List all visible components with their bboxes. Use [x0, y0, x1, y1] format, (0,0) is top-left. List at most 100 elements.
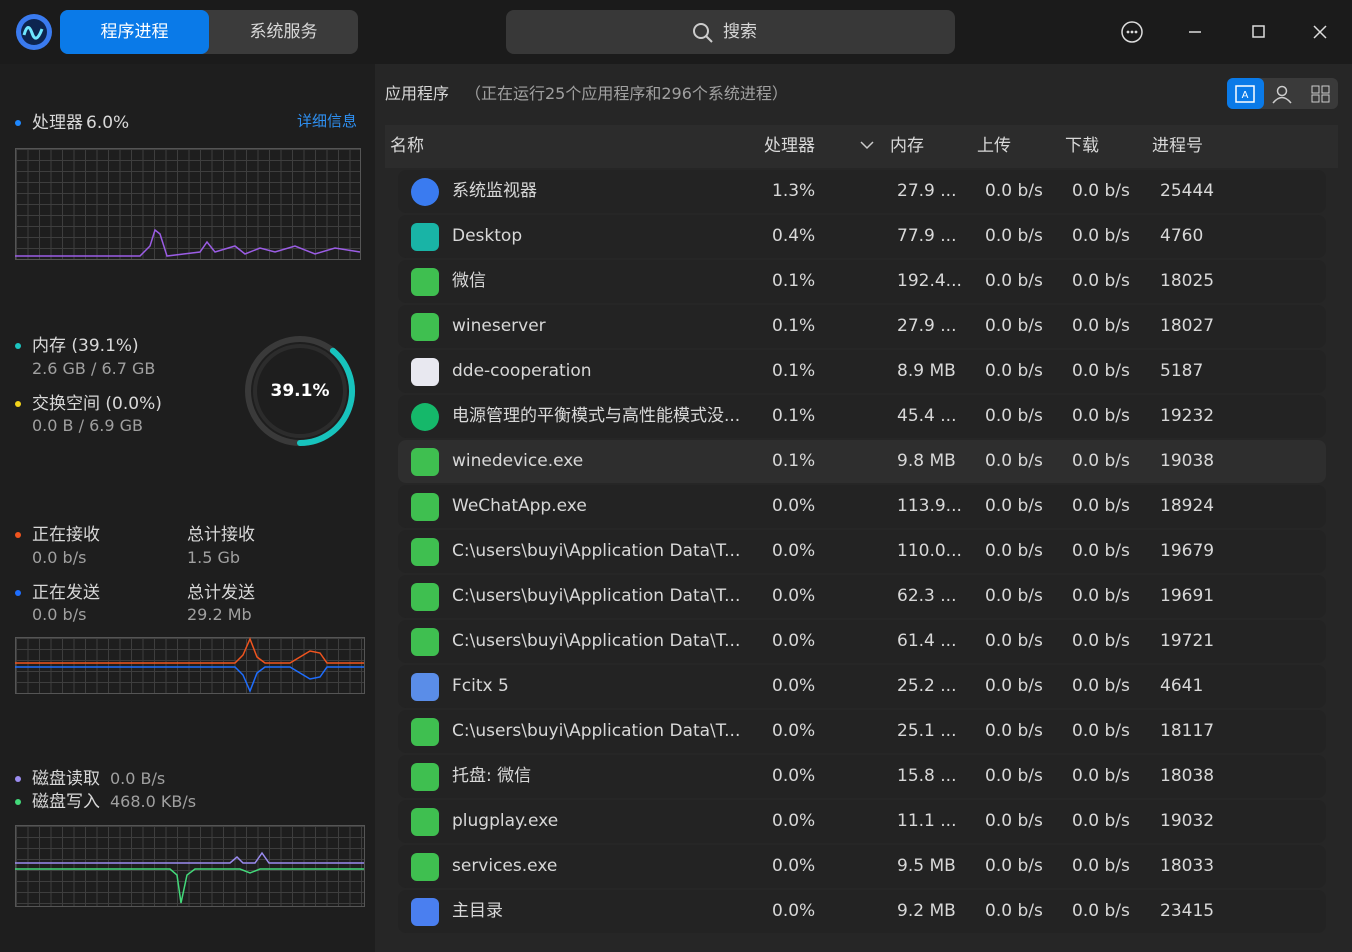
cell: 8.9 MB: [897, 361, 956, 381]
cpu-graph: [15, 148, 361, 260]
sort-arrow[interactable]: [860, 140, 874, 150]
table-row[interactable]: [398, 620, 1326, 663]
section-subtitle: （正在运行25个应用程序和296个系统进程）: [465, 84, 788, 103]
table-row[interactable]: [398, 530, 1326, 573]
send-value: 0.0 b/s: [32, 605, 87, 624]
cell: 0.1%: [772, 271, 816, 291]
cell: 0.0%: [772, 541, 816, 561]
cell: 0.0%: [772, 856, 816, 876]
table-row[interactable]: [398, 665, 1326, 708]
cell: 0.0 b/s: [1072, 766, 1130, 786]
cell: 0.0 b/s: [985, 721, 1043, 741]
table-row[interactable]: [398, 440, 1326, 483]
table-row[interactable]: [398, 800, 1326, 843]
cell: 0.0 b/s: [985, 811, 1043, 831]
legend-dot: [15, 532, 21, 538]
cell: 0.0 b/s: [1072, 721, 1130, 741]
cell: 5187: [1160, 361, 1204, 381]
table-row[interactable]: [398, 305, 1326, 348]
process-name: plugplay.exe: [452, 811, 559, 831]
process-name: 托盘: 微信: [452, 766, 532, 786]
cell: 0.0 b/s: [1072, 901, 1130, 921]
cell: 0.0%: [772, 496, 816, 516]
total-recv-value: 1.5 Gb: [187, 548, 241, 567]
process-name: C:\users\buyi\Application Data\T...: [452, 541, 741, 561]
network-graph: [15, 637, 365, 694]
table-row[interactable]: [398, 485, 1326, 528]
cell: 61.4 ...: [897, 631, 957, 651]
column-header[interactable]: 内存: [890, 136, 924, 156]
table-row[interactable]: [398, 890, 1326, 933]
cell: 0.1%: [772, 361, 816, 381]
cell: 27.9 ...: [897, 181, 957, 201]
table-row[interactable]: [398, 710, 1326, 753]
search-icon: [693, 23, 713, 43]
gauge-label: 39.1%: [270, 381, 330, 401]
app-icon: [411, 673, 439, 701]
tab[interactable]: 系统服务: [249, 22, 318, 42]
details-link[interactable]: 详细信息: [297, 112, 358, 130]
cell: 19679: [1160, 541, 1215, 561]
legend-dot: [15, 776, 21, 782]
process-name: 微信: [452, 271, 486, 291]
swap-label: 交换空间 (0.0%): [32, 394, 162, 414]
cell: 0.0 b/s: [985, 856, 1043, 876]
column-header[interactable]: 处理器: [764, 136, 815, 156]
app-icon: [411, 808, 439, 836]
cell: 0.0 b/s: [1072, 811, 1130, 831]
cell: 0.0 b/s: [1072, 496, 1130, 516]
cell: 25.2 ...: [897, 676, 957, 696]
app-icon: [411, 358, 439, 386]
column-header[interactable]: 上传: [977, 136, 1011, 156]
cpu-line: [15, 228, 360, 257]
disk-lines: [15, 851, 364, 904]
cell: 0.0%: [772, 676, 816, 696]
table-row[interactable]: [398, 755, 1326, 798]
window-controls[interactable]: [1118, 18, 1338, 46]
svg-text:A: A: [1242, 90, 1249, 101]
app-icon: [411, 448, 439, 476]
app-icon: [411, 853, 439, 881]
table-row[interactable]: [398, 845, 1326, 888]
cpu-value: 6.0%: [86, 113, 130, 133]
cell: 18038: [1160, 766, 1215, 786]
memory-usage: 2.6 GB / 6.7 GB: [32, 359, 156, 378]
cell: 25.1 ...: [897, 721, 957, 741]
disk-read-label: 磁盘读取: [32, 769, 100, 789]
table-row[interactable]: [398, 575, 1326, 618]
table-row[interactable]: [398, 350, 1326, 393]
column-header[interactable]: 名称: [390, 136, 424, 156]
column-header[interactable]: 进程号: [1152, 136, 1203, 156]
process-name: WeChatApp.exe: [452, 496, 587, 516]
process-name: C:\users\buyi\Application Data\T...: [452, 721, 741, 741]
legend-dot: [15, 401, 21, 407]
memory-gauge: [245, 336, 355, 446]
table-row[interactable]: [398, 395, 1326, 438]
app-icon: [411, 538, 439, 566]
app-icon: [411, 493, 439, 521]
cell: 0.0 b/s: [985, 361, 1043, 381]
process-name: 电源管理的平衡模式与高性能模式没...: [452, 406, 741, 426]
table-row[interactable]: [398, 215, 1326, 258]
recv-value: 0.0 b/s: [32, 548, 87, 567]
table-row[interactable]: [398, 170, 1326, 213]
cell: 23415: [1160, 901, 1215, 921]
table-row[interactable]: [398, 260, 1326, 303]
view-button-active[interactable]: [1227, 78, 1264, 109]
send-label: 正在发送: [32, 583, 100, 603]
cell: 0.0%: [772, 901, 816, 921]
tab-active[interactable]: 程序进程: [60, 10, 209, 54]
column-header[interactable]: 下载: [1065, 136, 1099, 156]
app-icon: [411, 313, 439, 341]
cell: 11.1 ...: [897, 811, 957, 831]
recv-label: 正在接收: [32, 525, 100, 545]
cell: 0.0 b/s: [985, 226, 1043, 246]
search-box[interactable]: [506, 10, 955, 54]
app-icon: [411, 223, 439, 251]
cell: 62.3 ...: [897, 586, 957, 606]
cell: 0.0 b/s: [1072, 856, 1130, 876]
table-header: [385, 125, 1338, 168]
app-icon: [411, 718, 439, 746]
process-name: wineserver: [452, 316, 546, 336]
cell: 0.0 b/s: [985, 181, 1043, 201]
